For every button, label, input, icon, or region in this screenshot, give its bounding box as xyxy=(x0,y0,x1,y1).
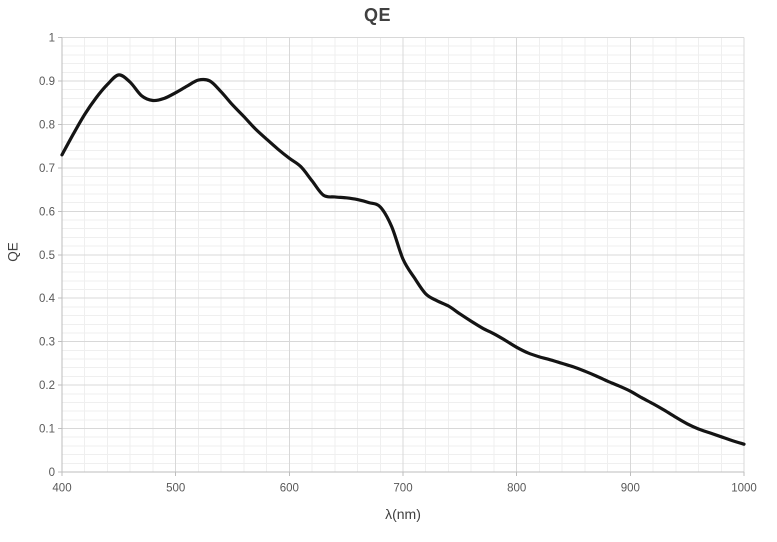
y-tick-label: 0.4 xyxy=(39,293,56,305)
y-tick-label: 0.8 xyxy=(39,119,55,131)
y-tick-label: 0.2 xyxy=(39,380,55,392)
y-tick-label: 0.9 xyxy=(39,76,55,88)
x-tick-label: 800 xyxy=(507,483,526,495)
y-tick-label: 0.6 xyxy=(39,206,55,218)
x-tick-label: 500 xyxy=(166,483,185,495)
x-tick-label: 700 xyxy=(393,483,412,495)
qe-curve xyxy=(60,73,746,446)
y-tick-label: 0 xyxy=(49,467,55,479)
y-tick-label: 0.7 xyxy=(39,163,55,175)
x-tick-label: 600 xyxy=(280,483,299,495)
x-tick-label: 900 xyxy=(621,483,640,495)
chart-title: QE xyxy=(363,5,391,25)
y-tick-label: 0.3 xyxy=(39,337,55,349)
y-tick-label: 0.1 xyxy=(39,424,55,436)
x-tick-label: 400 xyxy=(52,483,71,495)
y-tick-label: 0.5 xyxy=(39,250,55,262)
y-tick-label: 1 xyxy=(49,33,55,45)
x-axis-title: λ(nm) xyxy=(385,506,421,522)
x-tick-label: 1000 xyxy=(731,483,757,495)
